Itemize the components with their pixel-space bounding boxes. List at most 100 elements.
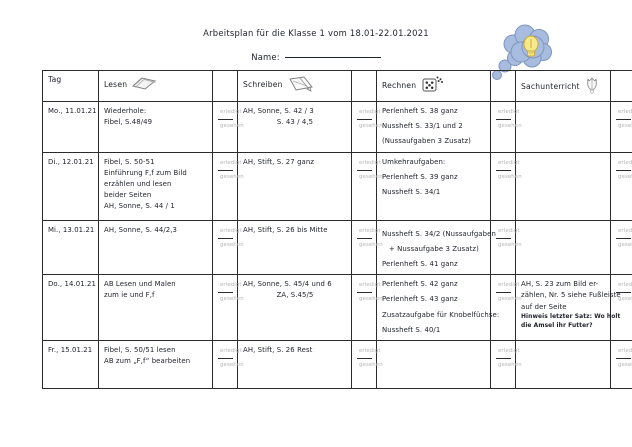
cell-rechnen xyxy=(376,339,491,389)
check-cell[interactable]: erledigt gesehen xyxy=(351,339,383,389)
cell-line: Umkehraufgaben: xyxy=(382,157,446,166)
cell-line: + Nussaufgabe 3 Zusatz) xyxy=(389,244,479,253)
check-erledigt[interactable]: erledigt xyxy=(357,106,381,120)
column-header-lesen: Lesen xyxy=(98,70,213,102)
check-cell[interactable]: erledigt gesehen xyxy=(351,151,383,221)
check-gesehen[interactable]: gesehen xyxy=(359,123,383,129)
check-erledigt[interactable]: erledigt xyxy=(357,225,381,239)
cell-line: zum ie und F,f xyxy=(104,291,155,300)
check-gesehen[interactable]: gesehen xyxy=(220,361,244,368)
cell-line: Perlenheft S. 42 ganz xyxy=(382,280,458,289)
check-cell[interactable]: erledigt gesehen xyxy=(490,274,522,341)
check-gesehen[interactable]: gesehen xyxy=(220,123,244,129)
check-gesehen[interactable]: gesehen xyxy=(359,361,383,368)
check-cell[interactable]: erledigt gesehen xyxy=(490,151,522,221)
cell-day: Di., 12.01.21 xyxy=(42,151,99,221)
check-gesehen[interactable]: gesehen xyxy=(498,296,522,303)
page-title: Arbeitsplan für die Klasse 1 vom 18.01-2… xyxy=(203,28,429,38)
column-header-sachunterricht: Sachunterricht xyxy=(515,70,611,102)
check-erledigt[interactable]: erledigt xyxy=(496,345,520,359)
check-erledigt[interactable]: erledigt xyxy=(616,345,632,359)
check-erledigt[interactable]: erledigt xyxy=(496,157,520,171)
check-gesehen[interactable]: gesehen xyxy=(359,296,383,303)
check-erledigt[interactable]: erledigt xyxy=(616,106,632,120)
column-header-check-4 xyxy=(610,70,632,102)
cell-lesen: Fibel, S. 50-51 Einführung F,f zum Bild er… xyxy=(98,151,213,221)
check-cell[interactable]: erledigt gesehen xyxy=(610,101,632,153)
cell-line: Fibel, S. 50-51 xyxy=(104,157,155,166)
check-gesehen[interactable]: gesehen xyxy=(498,173,522,180)
cell-line: AH, Stift, S. 26 Rest xyxy=(243,345,313,354)
check-erledigt[interactable]: erledigt xyxy=(496,106,520,120)
cell-schreiben: AH, Stift, S. 27 ganz xyxy=(237,151,352,221)
check-cell[interactable]: erledigt gesehen xyxy=(610,219,632,276)
cell-sachunterricht xyxy=(515,339,611,389)
check-gesehen[interactable]: gesehen xyxy=(220,296,244,303)
column-header-rechnen: Rechnen xyxy=(376,70,491,102)
cell-line: auf der Seite xyxy=(521,302,567,311)
check-erledigt[interactable]: erledigt xyxy=(616,279,632,294)
check-cell[interactable]: erledigt gesehen xyxy=(351,101,383,153)
check-erledigt[interactable]: erledigt xyxy=(357,345,381,359)
check-erledigt[interactable]: erledigt xyxy=(496,225,520,239)
check-cell[interactable]: erledigt gesehen xyxy=(610,339,632,389)
check-cell[interactable]: erledigt gesehen xyxy=(490,339,522,389)
book-icon xyxy=(131,75,157,93)
check-gesehen[interactable]: gesehen xyxy=(359,173,383,180)
check-cell[interactable]: erledigt gesehen xyxy=(212,219,244,276)
cell-line: Perlenheft S. 38 ganz xyxy=(382,107,458,115)
check-cell[interactable]: erledigt gesehen xyxy=(610,151,632,221)
check-gesehen[interactable]: gesehen xyxy=(618,173,632,180)
check-erledigt[interactable]: erledigt xyxy=(218,157,242,171)
check-cell[interactable]: erledigt gesehen xyxy=(212,339,244,389)
check-gesehen[interactable]: gesehen xyxy=(220,173,244,180)
check-erledigt[interactable]: erledigt xyxy=(218,225,242,239)
check-cell[interactable]: erledigt gesehen xyxy=(212,101,244,153)
check-erledigt[interactable]: erledigt xyxy=(357,279,381,294)
cell-day: Mo., 11.01.21 xyxy=(42,101,99,153)
cell-line: S. 43 / 4,5 xyxy=(276,118,314,127)
check-erledigt[interactable]: erledigt xyxy=(616,157,632,171)
check-erledigt[interactable]: erledigt xyxy=(616,225,632,239)
check-gesehen[interactable]: gesehen xyxy=(618,361,632,368)
column-header-lesen-label: Lesen xyxy=(104,79,128,89)
table-body: Mo., 11.01.21 Wiederhole: Fibel, S.48/49 er… xyxy=(42,101,632,389)
cell-line: Fibel, S.48/49 xyxy=(104,118,153,127)
tulip-icon xyxy=(584,75,600,97)
cell-line: AB Lesen und Malen xyxy=(104,280,176,289)
cell-line: ZA, S.45/5 xyxy=(276,291,314,300)
check-cell[interactable]: erledigt gesehen xyxy=(351,219,383,276)
check-erledigt[interactable]: erledigt xyxy=(496,279,520,294)
check-cell[interactable]: erledigt gesehen xyxy=(490,219,522,276)
cell-line: AH, Sonne, S. 44 / 1 xyxy=(104,202,175,211)
check-erledigt[interactable]: erledigt xyxy=(218,279,242,294)
check-cell[interactable]: erledigt gesehen xyxy=(212,151,244,221)
check-gesehen[interactable]: gesehen xyxy=(618,241,632,248)
check-gesehen[interactable]: gesehen xyxy=(618,123,632,129)
column-header-check-2 xyxy=(351,70,377,102)
column-header-schreiben-label: Schreiben xyxy=(243,80,283,89)
check-erledigt[interactable]: erledigt xyxy=(357,157,381,171)
check-gesehen[interactable]: gesehen xyxy=(498,361,522,368)
cell-sachunterricht xyxy=(515,219,611,276)
column-header-rechnen-label: Rechnen xyxy=(382,80,417,90)
check-gesehen[interactable]: gesehen xyxy=(498,241,522,248)
table-header-row: Tag Lesen xyxy=(42,70,632,102)
check-cell[interactable]: erledigt gesehen xyxy=(490,101,522,153)
lightbulb-thought-bubble-icon xyxy=(487,22,553,84)
cell-line: Fibel, S. 50/51 lesen xyxy=(104,345,176,354)
check-gesehen[interactable]: gesehen xyxy=(498,123,522,129)
check-cell[interactable]: erledigt gesehen xyxy=(351,274,383,341)
check-gesehen[interactable]: gesehen xyxy=(359,241,383,248)
check-gesehen[interactable]: gesehen xyxy=(618,296,632,303)
check-erledigt[interactable]: erledigt xyxy=(218,345,242,359)
check-cell[interactable]: erledigt gesehen xyxy=(610,274,632,341)
cell-sachunterricht xyxy=(515,101,611,153)
name-input-line[interactable] xyxy=(284,57,381,58)
cell-line: Nussheft S. 34/2 (Nussaufgaben xyxy=(382,229,496,238)
cell-sachunterricht-note: Hinweis letzter Satz: Wo holt die Amsel i… xyxy=(521,313,620,331)
check-erledigt[interactable]: erledigt xyxy=(218,106,242,120)
check-gesehen[interactable]: gesehen xyxy=(220,241,244,248)
check-cell[interactable]: erledigt gesehen xyxy=(212,274,244,341)
